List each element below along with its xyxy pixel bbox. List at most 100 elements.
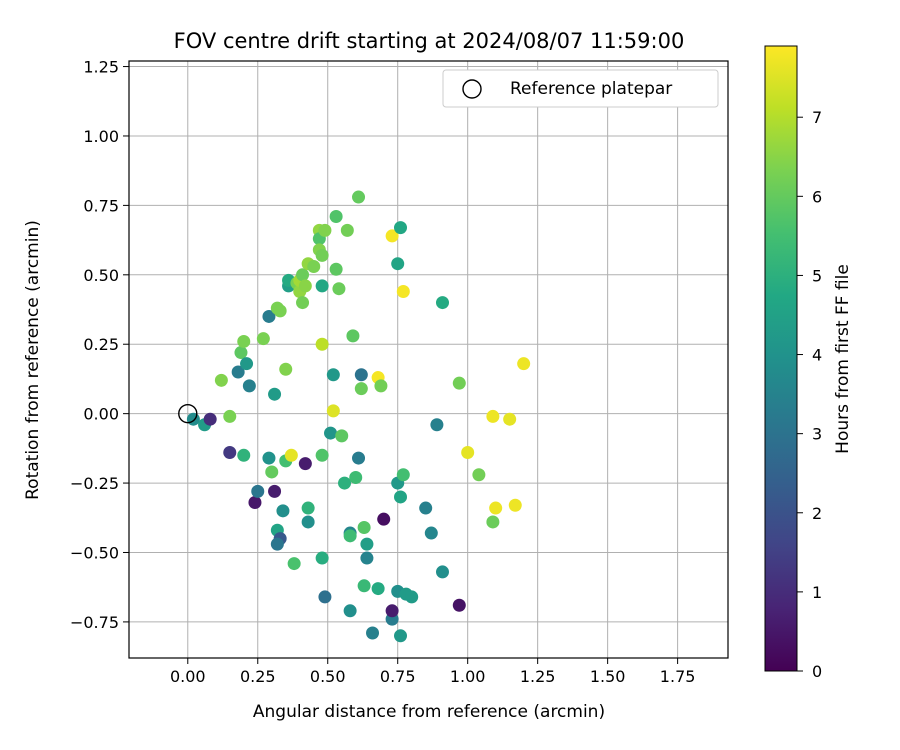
data-point [352, 190, 366, 204]
x-axis-ticks: 0.00 0.25 0.50 0.75 1.00 1.25 1.50 1.75 [170, 658, 695, 686]
data-point [452, 598, 466, 612]
data-point [424, 526, 438, 540]
colorbar-tick-label: 7 [812, 108, 822, 127]
data-point [405, 590, 419, 604]
legend-box [442, 69, 719, 108]
data-point [284, 448, 298, 462]
data-point [315, 448, 329, 462]
data-point [276, 504, 290, 518]
data-point [503, 412, 517, 426]
data-point [315, 248, 329, 262]
data-point [242, 379, 256, 393]
data-point [296, 296, 310, 310]
data-point [335, 429, 349, 443]
data-point [287, 557, 301, 571]
data-point [472, 468, 486, 482]
data-point [262, 451, 276, 465]
colorbar: 0 1 2 3 4 5 6 7 Hours from first FF file [764, 45, 853, 681]
data-point [360, 551, 374, 565]
colorbar-tick-label: 5 [812, 266, 822, 285]
x-tick-label: 0.50 [310, 667, 346, 686]
data-point [223, 409, 237, 423]
data-point [298, 457, 312, 471]
plot-frame [128, 60, 729, 659]
data-point [396, 468, 410, 482]
colorbar-tick-label: 0 [812, 662, 822, 681]
data-point [268, 387, 282, 401]
data-point [357, 520, 371, 534]
x-tick-label: 1.25 [520, 667, 556, 686]
y-tick-label: −0.50 [70, 543, 119, 562]
data-point [214, 373, 228, 387]
data-point [461, 446, 475, 460]
data-point [268, 484, 282, 498]
colorbar-label: Hours from first FF file [833, 264, 853, 454]
x-tick-label: 0.25 [240, 667, 276, 686]
data-point [396, 284, 410, 298]
data-point [354, 368, 368, 382]
data-point [273, 304, 287, 318]
data-point [394, 221, 408, 235]
colorbar-gradient [764, 45, 798, 672]
data-point [279, 362, 293, 376]
data-point [203, 412, 217, 426]
data-point [301, 501, 315, 515]
x-tick-label: 1.00 [450, 667, 486, 686]
colorbar-tick-label: 4 [812, 346, 822, 365]
data-point [326, 404, 340, 418]
grid-lines [129, 61, 728, 658]
y-tick-label: 0.00 [83, 405, 119, 424]
x-axis-label: Angular distance from reference (arcmin) [253, 702, 605, 722]
y-tick-label: 1.00 [83, 127, 119, 146]
data-point [452, 376, 466, 390]
data-point [240, 357, 254, 371]
data-point [486, 515, 500, 529]
legend-reference-marker [462, 79, 482, 99]
data-point [385, 229, 399, 243]
data-point [248, 496, 262, 510]
x-tick-label: 1.50 [590, 667, 626, 686]
y-tick-label: −0.25 [70, 474, 119, 493]
colorbar-ticks: 0 1 2 3 4 5 6 7 [797, 108, 822, 681]
data-point [374, 379, 388, 393]
x-tick-label: 0.75 [380, 667, 416, 686]
x-tick-label: 0.00 [170, 667, 206, 686]
data-point [332, 282, 346, 296]
data-point [377, 512, 391, 526]
data-point [371, 582, 385, 596]
data-point [435, 296, 449, 310]
data-point [346, 329, 360, 343]
y-axis-label: Rotation from reference (arcmin) [23, 220, 43, 500]
data-point [270, 537, 284, 551]
data-point [354, 382, 368, 396]
data-point [237, 448, 251, 462]
y-tick-label: 0.50 [83, 266, 119, 285]
data-point [318, 223, 332, 237]
data-point [340, 223, 354, 237]
data-point [430, 418, 444, 432]
data-point [360, 537, 374, 551]
data-point [234, 346, 248, 360]
colorbar-tick-label: 1 [812, 583, 822, 602]
data-point [391, 257, 405, 271]
data-point [231, 365, 245, 379]
data-point [489, 501, 503, 515]
data-point [223, 446, 237, 460]
data-point [324, 426, 338, 440]
data-point [394, 629, 408, 643]
data-point [298, 279, 312, 293]
reference-platepar-marker [178, 403, 198, 424]
data-point [326, 368, 340, 382]
data-point [315, 279, 329, 293]
data-point [315, 551, 329, 565]
data-point [352, 451, 366, 465]
data-point [186, 412, 200, 426]
data-point [349, 471, 363, 485]
data-point [343, 529, 357, 543]
data-point [329, 209, 343, 223]
data-point [366, 626, 380, 640]
y-tick-label: 0.75 [83, 196, 119, 215]
y-axis-ticks: −0.75 −0.50 −0.25 0.00 0.25 0.50 0.75 1.00 1.25 [70, 58, 129, 632]
data-point [296, 268, 310, 282]
